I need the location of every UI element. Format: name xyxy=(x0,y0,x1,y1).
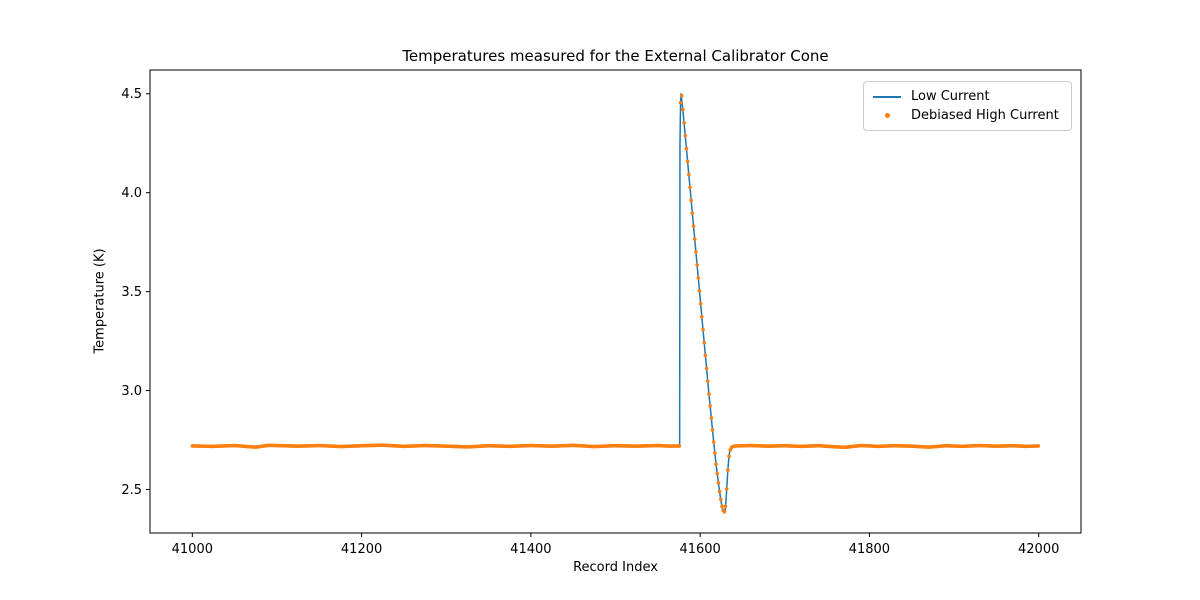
y-tick-label: 3.5 xyxy=(121,285,142,300)
x-tick-label: 41600 xyxy=(679,542,720,557)
axes-frame xyxy=(149,69,1082,534)
y-tick-label: 2.5 xyxy=(121,483,142,498)
legend-label: Debiased High Current xyxy=(911,108,1059,123)
y-tick-label: 3.0 xyxy=(121,384,142,399)
y-tick-label: 4.5 xyxy=(121,87,142,102)
legend: Low Current Debiased High Current xyxy=(863,81,1072,131)
x-tick-label: 42000 xyxy=(1018,542,1059,557)
x-tick-label: 41000 xyxy=(172,542,213,557)
x-tick-label: 41400 xyxy=(510,542,551,557)
y-tick-label: 4.0 xyxy=(121,186,142,201)
line-swatch-icon xyxy=(873,95,901,98)
y-axis-label: Temperature (K) xyxy=(92,248,108,354)
x-axis-label: Record Index xyxy=(573,560,658,575)
series-scatter-1 xyxy=(190,93,1041,514)
chart-title: Temperatures measured for the External C… xyxy=(402,47,829,65)
legend-entry-low-current: Low Current xyxy=(873,87,1059,106)
x-tick-label: 41800 xyxy=(849,542,890,557)
legend-dot-sample xyxy=(873,113,901,118)
series-line-0 xyxy=(192,92,1039,513)
legend-entry-debiased-high-current: Debiased High Current xyxy=(873,106,1059,125)
legend-label: Low Current xyxy=(911,89,990,104)
dot-swatch-icon xyxy=(884,113,890,118)
legend-line-sample xyxy=(873,95,901,98)
x-tick-label: 41200 xyxy=(341,542,382,557)
